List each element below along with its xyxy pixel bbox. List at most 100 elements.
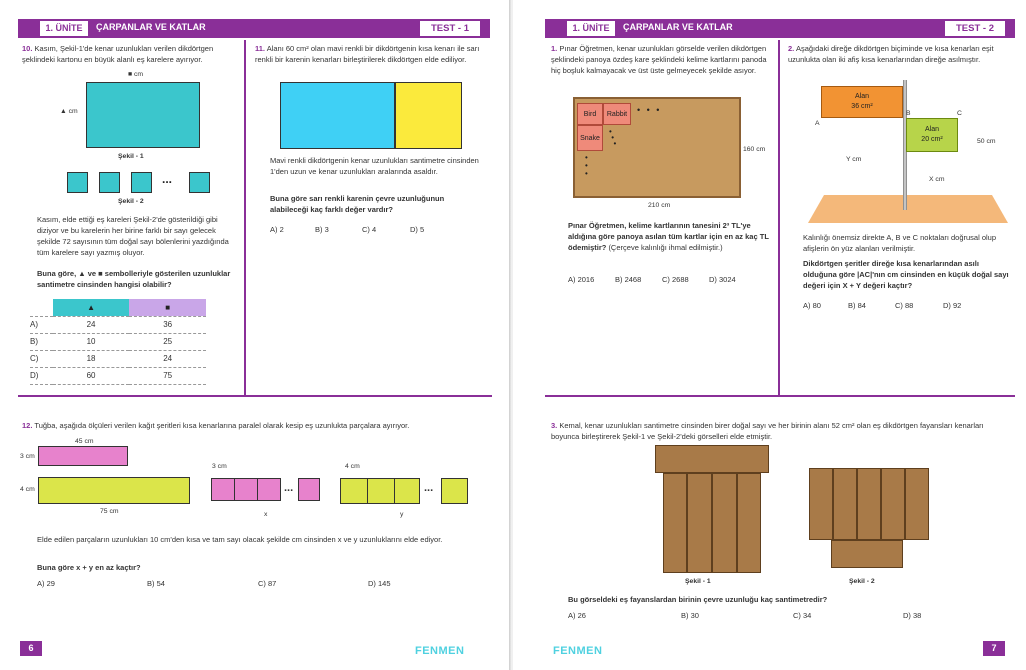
pink-strip — [38, 446, 128, 466]
option-b[interactable]: B) 3 — [315, 225, 329, 234]
q11-paragraph: Mavi renkli dikdörtgenin kenar uzunlukla… — [270, 156, 479, 176]
q1-height-label: 160 cm — [743, 146, 766, 153]
point-c: C — [957, 110, 962, 117]
q11-text: 11. Alanı 60 cm² olan mavi renkli bir di… — [255, 43, 485, 65]
tile — [655, 445, 769, 473]
column-divider — [778, 40, 780, 396]
q1-width-label: 210 cm — [648, 202, 671, 209]
q11-question: Buna göre sarı renkli karenin çevre uzun… — [270, 194, 445, 214]
option-c[interactable]: C) 4 — [362, 225, 377, 234]
tile — [881, 468, 905, 540]
tile — [833, 468, 857, 540]
y-label: y — [400, 511, 404, 518]
option-a[interactable]: A) 2016 — [568, 275, 595, 284]
square — [99, 172, 120, 193]
option-b[interactable]: B) 30 — [681, 611, 699, 620]
option-a[interactable]: A) 29 — [37, 579, 55, 588]
q11-yellow-square — [395, 82, 462, 149]
table-row[interactable]: A) 24 36 — [30, 316, 206, 334]
tile — [831, 540, 903, 568]
q10-paragraph: Kasım, elde ettiği eş kareleri Şekil-2'd… — [37, 215, 229, 257]
tile — [737, 473, 761, 573]
tile — [687, 473, 712, 573]
q1-question: Pınar Öğretmen, kelime kartlarının tanes… — [568, 221, 769, 252]
q2-number: 2. — [788, 44, 795, 53]
q12-number: 12. — [22, 421, 33, 430]
q10-dots: ... — [162, 172, 173, 186]
y-cm-label: Y cm — [846, 156, 862, 163]
height-50cm-label: 50 cm — [977, 138, 996, 145]
q1-text: 1. Pınar Öğretmen, kenar uzunlukları gör… — [551, 43, 776, 76]
lime-strip — [38, 477, 190, 504]
table-row[interactable]: B) 10 25 — [30, 333, 206, 351]
pink-pieces — [211, 478, 281, 501]
q11-number: 11. — [255, 44, 266, 53]
small-label-3cm: 3 cm — [212, 463, 227, 470]
option-c[interactable]: C) 87 — [258, 579, 277, 588]
q3-stem: Kemal, kenar uzunlukları santimetre cins… — [551, 421, 984, 441]
dots: ... — [284, 482, 294, 494]
tile — [905, 468, 929, 540]
brand-logo: FENMEN — [415, 645, 465, 657]
option-b[interactable]: B) 84 — [848, 301, 866, 310]
header-bar: 1. ÜNİTE ÇARPANLAR VE KATLAR TEST - 1 — [18, 19, 490, 38]
header-bar: 1. ÜNİTE ÇARPANLAR VE KATLAR TEST - 2 — [545, 19, 1015, 38]
col-triangle: ▲ — [52, 299, 130, 317]
q12-stem: Tuğba, aşağıda ölçüleri verilen kağıt şe… — [34, 421, 410, 430]
header-title: ÇARPANLAR VE KATLAR — [96, 22, 206, 32]
page-number: 7 — [983, 641, 1005, 656]
table-row[interactable]: D) 60 75 — [30, 367, 206, 385]
q10-number: 10. — [22, 44, 33, 53]
column-divider — [244, 40, 246, 396]
option-d[interactable]: D) 38 — [903, 611, 922, 620]
q3-fig1-caption: Şekil - 1 — [685, 578, 711, 585]
q11-blue-rectangle — [280, 82, 395, 149]
q10-top-label: ■ cm — [128, 71, 144, 78]
option-c[interactable]: C) 34 — [793, 611, 812, 620]
option-a[interactable]: A) 80 — [803, 301, 821, 310]
q3-text: 3. Kemal, kenar uzunlukları santimetre c… — [551, 420, 1013, 442]
q11-stem: Alanı 60 cm² olan mavi renkli bir dikdör… — [255, 44, 480, 64]
test-badge: TEST - 1 — [420, 21, 480, 36]
x-label: x — [264, 511, 268, 518]
option-d[interactable]: D) 145 — [368, 579, 391, 588]
point-a: A — [815, 120, 820, 127]
q2-paragraph: Kalınlığı önemsiz direkte A, B ve C nokt… — [803, 233, 997, 253]
q10-rectangle — [86, 82, 200, 148]
row-divider — [18, 395, 492, 397]
q10-text: 10. Kasım, Şekil-1'de kenar uzunlukları … — [22, 43, 240, 65]
option-d[interactable]: D) 5 — [410, 225, 425, 234]
q12-question: Buna göre x + y en az kaçtır? — [37, 563, 141, 572]
label-75cm: 75 cm — [100, 508, 119, 515]
q3-fig2-caption: Şekil - 2 — [849, 578, 875, 585]
table-row[interactable]: C) 18 24 — [30, 350, 206, 368]
option-c[interactable]: C) 88 — [895, 301, 914, 310]
unit-badge: 1. ÜNİTE — [567, 21, 615, 36]
left-page: 1. ÜNİTE ÇARPANLAR VE KATLAR TEST - 1 10… — [0, 0, 511, 670]
option-a[interactable]: A) 2 — [270, 225, 284, 234]
q2-poster-green: Alan 20 cm² — [906, 118, 958, 152]
label-45cm: 45 cm — [75, 438, 94, 445]
q2-question: Dikdörtgen şeritler direğe kısa kenarlar… — [803, 259, 1009, 290]
card: Snake — [577, 125, 603, 151]
option-b[interactable]: B) 54 — [147, 579, 165, 588]
option-a[interactable]: A) 26 — [568, 611, 586, 620]
card: Rabbit — [603, 103, 631, 125]
option-d[interactable]: D) 3024 — [709, 275, 736, 284]
q12-text: 12. Tuğba, aşağıda ölçüleri verilen kağı… — [22, 420, 492, 431]
col-square: ■ — [129, 299, 206, 317]
small-label-4cm: 4 cm — [345, 463, 360, 470]
option-d[interactable]: D) 92 — [943, 301, 962, 310]
card: Bird — [577, 103, 603, 125]
row-divider — [545, 395, 1015, 397]
lime-piece — [441, 478, 468, 504]
option-c[interactable]: C) 2688 — [662, 275, 689, 284]
option-b[interactable]: B) 2468 — [615, 275, 642, 284]
q2-text: 2. Aşağıdaki direğe dikdörtgen biçiminde… — [788, 43, 1013, 65]
square — [67, 172, 88, 193]
unit-badge: 1. ÜNİTE — [40, 21, 88, 36]
dots: ... — [424, 482, 434, 494]
q2-poster-orange: Alan 36 cm² — [821, 86, 903, 118]
pink-piece — [298, 478, 320, 501]
q2-pole — [903, 80, 907, 210]
